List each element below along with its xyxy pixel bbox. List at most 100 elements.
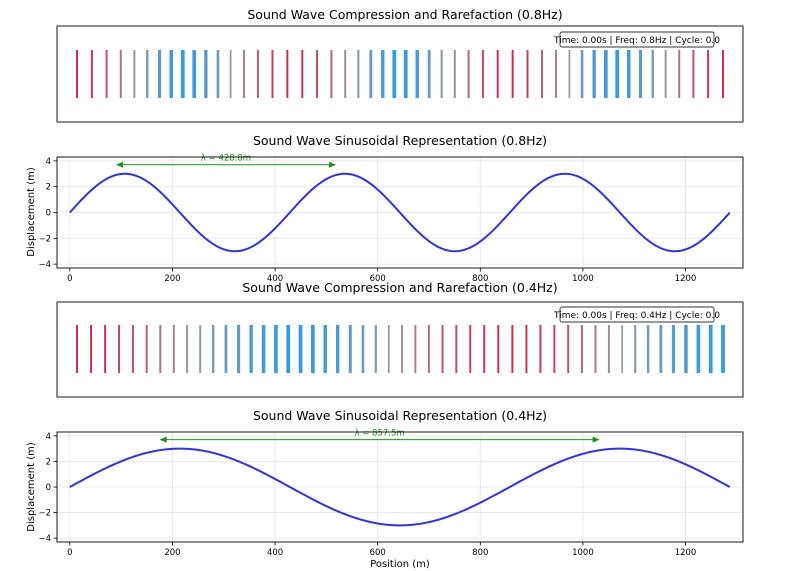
particle-bar [615, 50, 620, 98]
particle-bar [271, 50, 274, 98]
y-tick-label: 0 [46, 209, 51, 219]
x-tick-label: 800 [472, 548, 488, 558]
y-tick-label: 4 [46, 157, 51, 167]
particle-bar [692, 50, 695, 98]
particle-bar [440, 50, 443, 98]
particle-bar [118, 325, 121, 373]
particle-bar [336, 325, 340, 373]
x-tick-label: 1200 [675, 548, 697, 558]
x-tick-label: 1000 [572, 548, 594, 558]
particle-bar [580, 50, 584, 98]
particle-bar [684, 325, 688, 373]
particle-bar [678, 50, 681, 98]
panel2-title: Sound Wave Sinusoidal Representation (0.… [253, 133, 547, 148]
particle-bar [721, 50, 724, 98]
panel1-frame [56, 25, 744, 123]
particle-bar [427, 50, 431, 98]
particle-bar [180, 50, 185, 98]
wavelength-arrow-left-head [159, 436, 167, 443]
particle-bar [224, 325, 228, 373]
particle-bar [157, 50, 162, 98]
particle-bar [133, 50, 136, 98]
particle-bar [568, 50, 571, 98]
particle-bar [256, 50, 259, 98]
y-tick-label: −2 [38, 234, 51, 244]
particle-bar [369, 50, 373, 98]
particle-bar [541, 50, 544, 98]
particle-bar [361, 325, 365, 373]
particle-bar [497, 325, 500, 373]
particle-bar [216, 50, 220, 98]
particle-bar [638, 50, 643, 98]
particles-0-4hz [76, 325, 725, 373]
panel1-title: Sound Wave Compression and Rarefaction (… [247, 7, 562, 22]
particle-bar [453, 50, 456, 98]
particle-bar [146, 50, 149, 98]
particle-bar [357, 50, 360, 98]
particle-bar [646, 325, 650, 373]
plot-0-4hz: λ = 857.5m 0 200 400 600 800 1000 1200 −4 −2 0 2 4 [38, 429, 744, 558]
panel3-info-box [559, 306, 715, 323]
y-tick-label: −2 [38, 509, 51, 519]
particle-bar [348, 325, 352, 373]
particle-bar [592, 50, 596, 98]
particle-bar [525, 325, 528, 373]
y-tick-label: 2 [46, 183, 51, 193]
particle-bar [539, 325, 542, 373]
particle-bar [119, 50, 122, 98]
particle-bar [199, 325, 202, 373]
panel1-info-box [559, 31, 715, 48]
particle-bar [301, 50, 304, 98]
particle-bar [172, 325, 175, 373]
particle-bar [211, 325, 215, 373]
particle-bar [621, 325, 623, 373]
particle-bar [467, 50, 470, 98]
x-tick-label: 800 [472, 274, 488, 284]
particle-bar [511, 50, 514, 98]
particle-bar [415, 50, 419, 98]
particle-bar [90, 325, 93, 373]
panel1-info-text: Time: 0.00s | Freq: 0.8Hz | Cycle: 0.0 [553, 36, 720, 46]
particle-bar [403, 50, 408, 98]
particle-bar [671, 325, 676, 373]
particle-bar [229, 50, 232, 98]
particle-bar [381, 50, 385, 98]
particle-bar [580, 325, 583, 373]
wavelength-label: λ = 428.8m [201, 154, 251, 164]
particle-bar [555, 50, 558, 98]
panel3-title: Sound Wave Compression and Rarefaction (… [242, 280, 557, 295]
particle-bar [511, 325, 514, 373]
particle-bar [441, 325, 444, 373]
particle-bar [323, 325, 327, 373]
panel4-ylabel: Displacement (m) [26, 442, 37, 532]
particle-bar [204, 50, 208, 98]
particle-bar [721, 325, 725, 373]
particle-bar [76, 50, 78, 98]
particle-bar [469, 325, 472, 373]
particle-bar [159, 325, 162, 373]
x-tick-label: 200 [164, 274, 180, 284]
particle-bar [401, 325, 403, 373]
particle-bar [526, 50, 529, 98]
wavelength-arrow-left-head [116, 161, 124, 168]
particle-bar [104, 325, 107, 373]
x-tick-label: 600 [370, 274, 386, 284]
particle-bar [192, 50, 197, 98]
particle-bar [483, 325, 486, 373]
panel2-ylabel: Displacement (m) [26, 167, 37, 257]
y-tick-label: −4 [38, 260, 51, 270]
particle-bar [76, 325, 78, 373]
particle-bar [603, 50, 608, 98]
particle-bar [249, 325, 253, 373]
particle-bar [311, 325, 315, 373]
particle-bar [553, 325, 556, 373]
particle-bar [567, 325, 570, 373]
particle-bar [261, 325, 266, 373]
y-tick-label: 2 [46, 457, 51, 467]
x-tick-label: 400 [267, 548, 283, 558]
particle-bar [145, 325, 148, 373]
particle-bar [659, 325, 663, 373]
x-tick-label: 400 [267, 274, 283, 284]
particle-bar [374, 325, 377, 373]
particle-bar [708, 325, 713, 373]
